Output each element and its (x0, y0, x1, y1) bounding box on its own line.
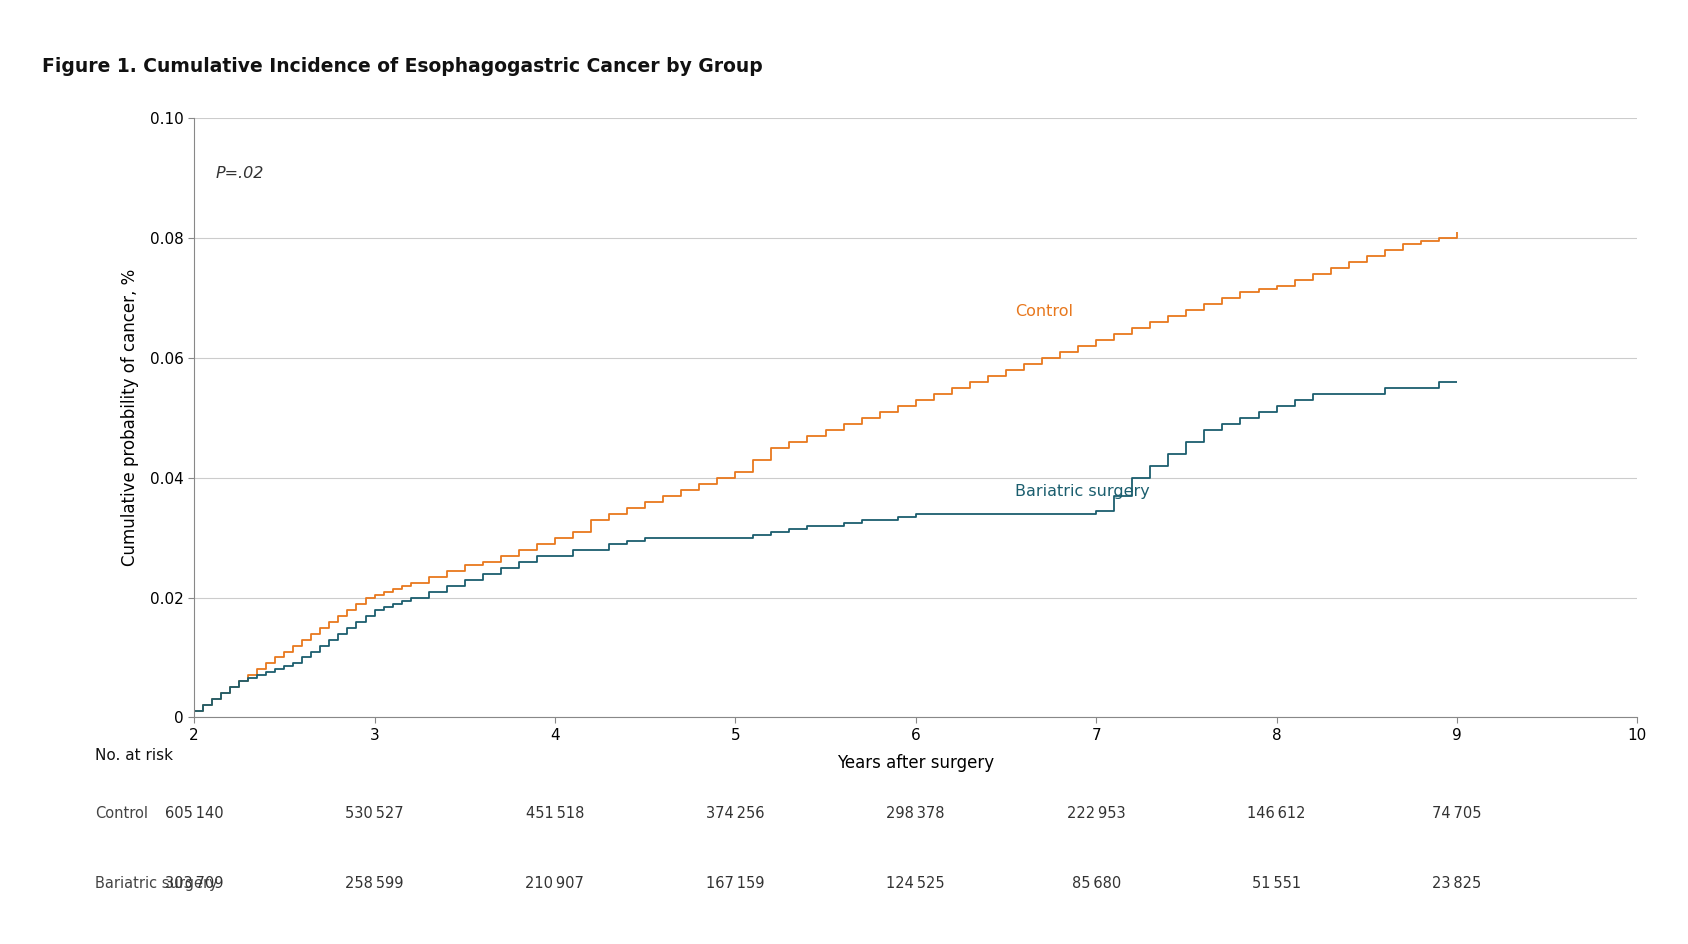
Text: Control: Control (95, 806, 149, 820)
Text: 451 518: 451 518 (525, 806, 584, 820)
Text: Bariatric surgery: Bariatric surgery (95, 876, 218, 891)
Text: P=.02: P=.02 (216, 166, 263, 181)
Text: 374 256: 374 256 (706, 806, 765, 820)
Text: Control: Control (1014, 304, 1074, 319)
Text: Bariatric surgery: Bariatric surgery (1014, 483, 1150, 498)
Text: 85 680: 85 680 (1072, 876, 1121, 891)
Y-axis label: Cumulative probability of cancer, %: Cumulative probability of cancer, % (122, 269, 138, 566)
Text: 167 159: 167 159 (706, 876, 765, 891)
Text: 74 705: 74 705 (1431, 806, 1482, 820)
Text: 51 551: 51 551 (1252, 876, 1301, 891)
Text: 605 140: 605 140 (165, 806, 223, 820)
X-axis label: Years after surgery: Years after surgery (837, 754, 994, 772)
Text: No. at risk: No. at risk (95, 748, 172, 763)
Text: Figure 1. Cumulative Incidence of Esophagogastric Cancer by Group: Figure 1. Cumulative Incidence of Esopha… (42, 57, 763, 76)
Text: 124 525: 124 525 (886, 876, 945, 891)
Text: 222 953: 222 953 (1067, 806, 1126, 820)
Text: 298 378: 298 378 (886, 806, 945, 820)
Text: 23 825: 23 825 (1433, 876, 1482, 891)
Text: 258 599: 258 599 (346, 876, 403, 891)
Text: 530 527: 530 527 (346, 806, 403, 820)
Text: 303 709: 303 709 (165, 876, 223, 891)
Text: 146 612: 146 612 (1247, 806, 1307, 820)
Text: 210 907: 210 907 (525, 876, 584, 891)
